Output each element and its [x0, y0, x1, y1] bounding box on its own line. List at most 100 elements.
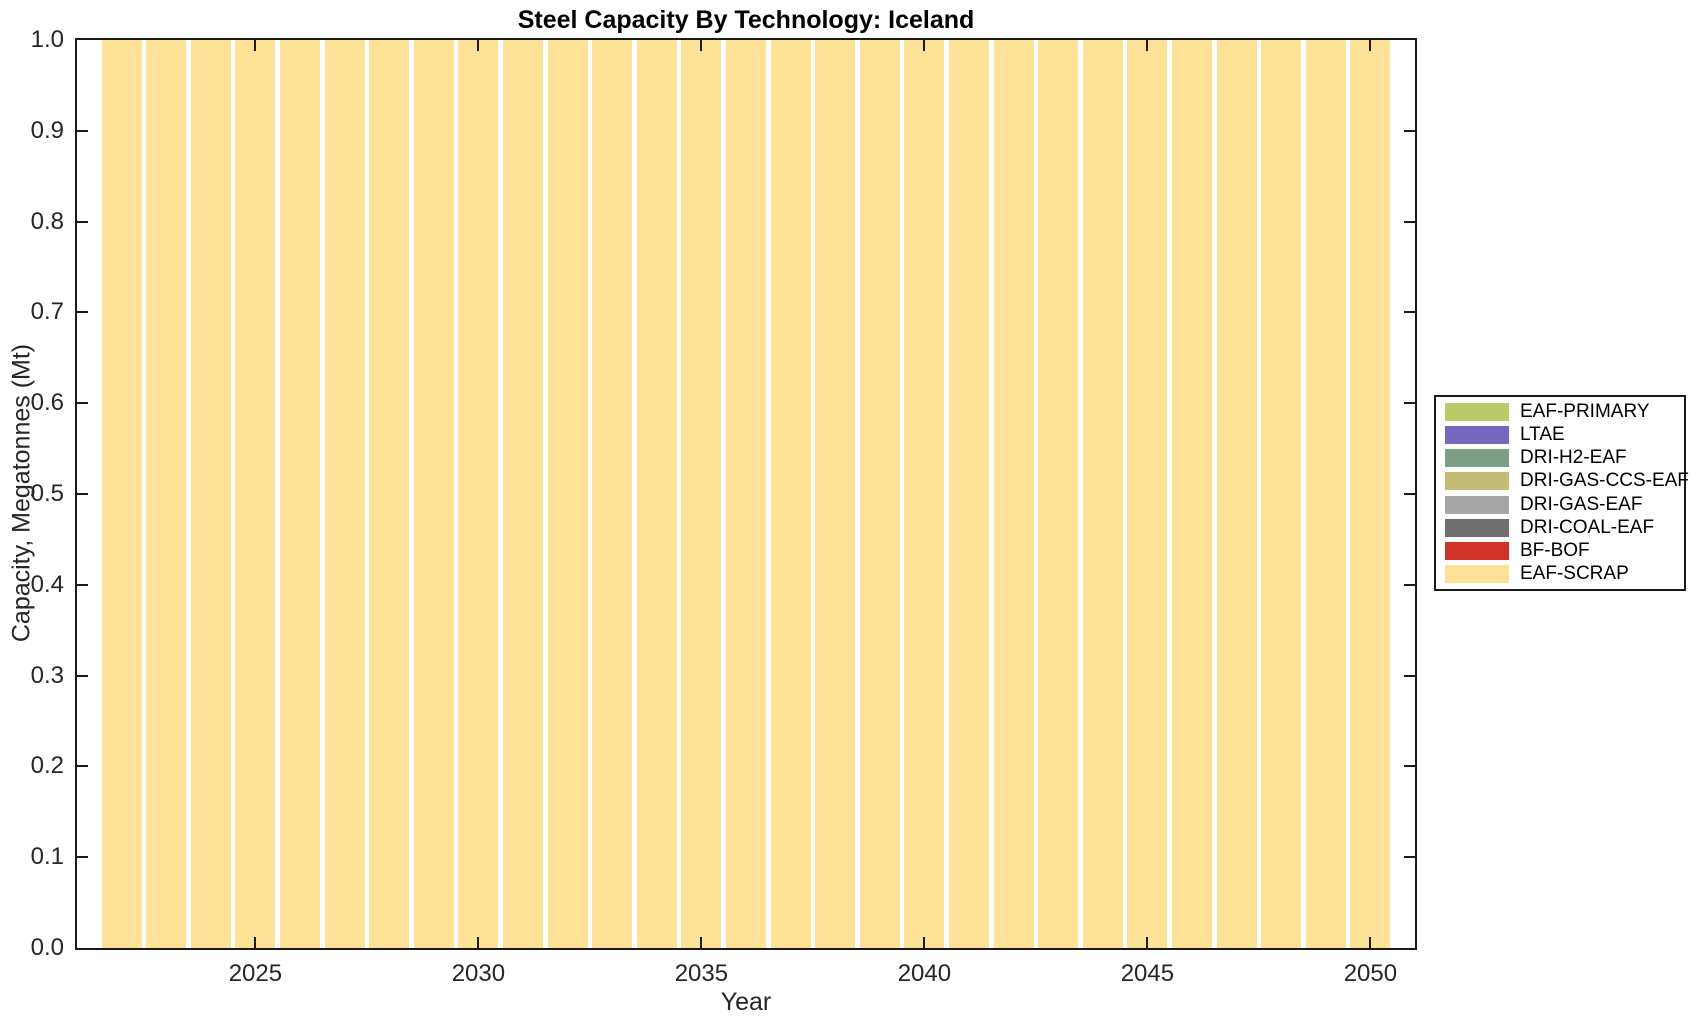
y-tick-left-0.4 [77, 583, 88, 586]
x-tick-top-2050 [1369, 40, 1372, 51]
y-tick-label-0.1: 0.1 [30, 843, 64, 871]
bar-eaf-scrap-2042 [993, 40, 1034, 948]
x-tick-top-2040 [923, 40, 926, 51]
bar-eaf-scrap-2032 [547, 40, 588, 948]
x-tick-label-2040: 2040 [897, 960, 952, 987]
legend-row-eaf-primary: EAF-PRIMARY [1445, 401, 1684, 423]
bar-eaf-scrap-2043 [1038, 40, 1079, 948]
y-tick-left-0.3 [77, 674, 88, 677]
bar-eaf-scrap-2036 [725, 40, 767, 948]
x-tick-bottom-2035 [700, 937, 703, 948]
bar-eaf-scrap-2026 [279, 40, 321, 948]
legend-row-ltae: LTAE [1445, 424, 1684, 446]
legend-swatch-dri-gas-ccs-eaf [1445, 472, 1509, 491]
y-tick-label-0.6: 0.6 [30, 389, 64, 417]
legend-swatch-dri-coal-eaf [1445, 518, 1509, 537]
y-tick-left-0.9 [77, 129, 88, 132]
bar-eaf-scrap-2027 [324, 40, 365, 948]
bar-eaf-scrap-2041 [948, 40, 990, 948]
bar-eaf-scrap-2038 [815, 40, 856, 948]
y-tick-label-0.5: 0.5 [30, 480, 64, 507]
y-tick-left-0.6 [77, 402, 88, 405]
x-tick-bottom-2030 [477, 937, 480, 948]
x-tick-top-2025 [254, 40, 257, 51]
y-tick-label-0.3: 0.3 [30, 661, 64, 689]
y-tick-right-0.9 [1404, 129, 1415, 132]
legend-label: DRI-GAS-CCS-EAF [1520, 470, 1689, 492]
y-tick-right-0.5 [1404, 493, 1415, 495]
legend-label: EAF-PRIMARY [1520, 400, 1650, 422]
y-tick-right-0.1 [1404, 856, 1415, 859]
x-tick-label-2035: 2035 [674, 960, 729, 987]
legend-swatch-eaf-scrap [1445, 565, 1509, 584]
legend-row-bf-bof: BF-BOF [1445, 540, 1684, 562]
bar-eaf-scrap-2033 [592, 40, 633, 948]
bar-eaf-scrap-2050 [1350, 40, 1391, 948]
y-tick-left-0.8 [77, 220, 88, 223]
y-tick-label-0.0: 0.0 [30, 934, 64, 961]
legend-box: EAF-PRIMARY LTAE DRI-H2-EAF DRI-GAS-CCS-EAF… [1434, 395, 1689, 591]
bar-eaf-scrap-2025 [235, 40, 276, 948]
legend-row-dri-h2-eaf: DRI-H2-EAF [1445, 447, 1684, 469]
legend-swatch-eaf-primary [1445, 402, 1509, 421]
bar-eaf-scrap-2028 [369, 40, 410, 948]
y-tick-right-0.3 [1404, 674, 1415, 677]
legend-swatch-dri-gas-eaf [1445, 495, 1509, 514]
legend-label: EAF-SCRAP [1520, 563, 1629, 585]
chart-title: Steel Capacity By Technology: Iceland [517, 6, 975, 34]
bar-eaf-scrap-2046 [1171, 40, 1213, 948]
legend-row-dri-gas-ccs-eaf: DRI-GAS-CCS-EAF [1445, 470, 1689, 492]
legend-label: DRI-COAL-EAF [1520, 516, 1655, 538]
y-tick-label-0.2: 0.2 [30, 752, 64, 780]
legend-label: DRI-GAS-EAF [1520, 493, 1643, 515]
x-tick-top-2045 [1146, 40, 1149, 51]
y-tick-left-0.7 [77, 311, 88, 314]
y-tick-right-0.4 [1404, 583, 1415, 586]
bar-eaf-scrap-2049 [1305, 40, 1346, 948]
bar-eaf-scrap-2022 [101, 40, 142, 948]
bar-eaf-scrap-2047 [1216, 40, 1257, 948]
plot-area [75, 38, 1417, 950]
y-tick-right-0.7 [1404, 311, 1415, 314]
bar-eaf-scrap-2045 [1127, 40, 1168, 948]
x-tick-top-2030 [477, 40, 480, 51]
bar-eaf-scrap-2034 [636, 40, 677, 948]
legend-row-eaf-scrap: EAF-SCRAP [1445, 563, 1684, 585]
legend-label: BF-BOF [1520, 540, 1590, 562]
bar-eaf-scrap-2024 [190, 40, 231, 948]
bar-eaf-scrap-2039 [859, 40, 900, 948]
legend-swatch-ltae [1445, 425, 1509, 444]
legend-row-dri-gas-eaf: DRI-GAS-EAF [1445, 494, 1684, 516]
bar-eaf-scrap-2044 [1082, 40, 1123, 948]
x-tick-label-2025: 2025 [228, 960, 283, 987]
bar-eaf-scrap-2029 [413, 40, 454, 948]
y-tick-label-0.9: 0.9 [30, 116, 64, 144]
x-tick-label-2045: 2045 [1120, 960, 1175, 987]
x-tick-bottom-2040 [923, 937, 926, 948]
y-tick-label-0.8: 0.8 [30, 207, 64, 235]
x-axis-label: Year [720, 988, 772, 1016]
x-tick-bottom-2050 [1369, 937, 1372, 948]
bar-eaf-scrap-2037 [770, 40, 811, 948]
x-tick-bottom-2045 [1146, 937, 1149, 948]
x-tick-label-2030: 2030 [451, 960, 506, 987]
y-tick-label-1.0: 1.0 [30, 26, 64, 53]
legend-label: LTAE [1520, 423, 1565, 445]
x-tick-bottom-2025 [254, 937, 257, 948]
y-tick-right-0.6 [1404, 402, 1415, 405]
bar-eaf-scrap-2023 [146, 40, 187, 948]
y-tick-right-0.2 [1404, 765, 1415, 768]
bar-eaf-scrap-2048 [1261, 40, 1302, 948]
y-axis-label: Capacity, Megatonnes (Mt) [7, 343, 36, 643]
bar-eaf-scrap-2031 [502, 40, 544, 948]
x-tick-top-2035 [700, 40, 703, 51]
y-tick-left-0.1 [77, 856, 88, 859]
legend-swatch-dri-h2-eaf [1445, 449, 1509, 468]
x-tick-label-2050: 2050 [1343, 960, 1398, 987]
legend-label: DRI-H2-EAF [1520, 447, 1627, 469]
y-tick-left-0.5 [77, 493, 88, 495]
bar-eaf-scrap-2040 [904, 40, 945, 948]
y-tick-label-0.4: 0.4 [30, 570, 64, 598]
legend-swatch-bf-bof [1445, 542, 1509, 561]
